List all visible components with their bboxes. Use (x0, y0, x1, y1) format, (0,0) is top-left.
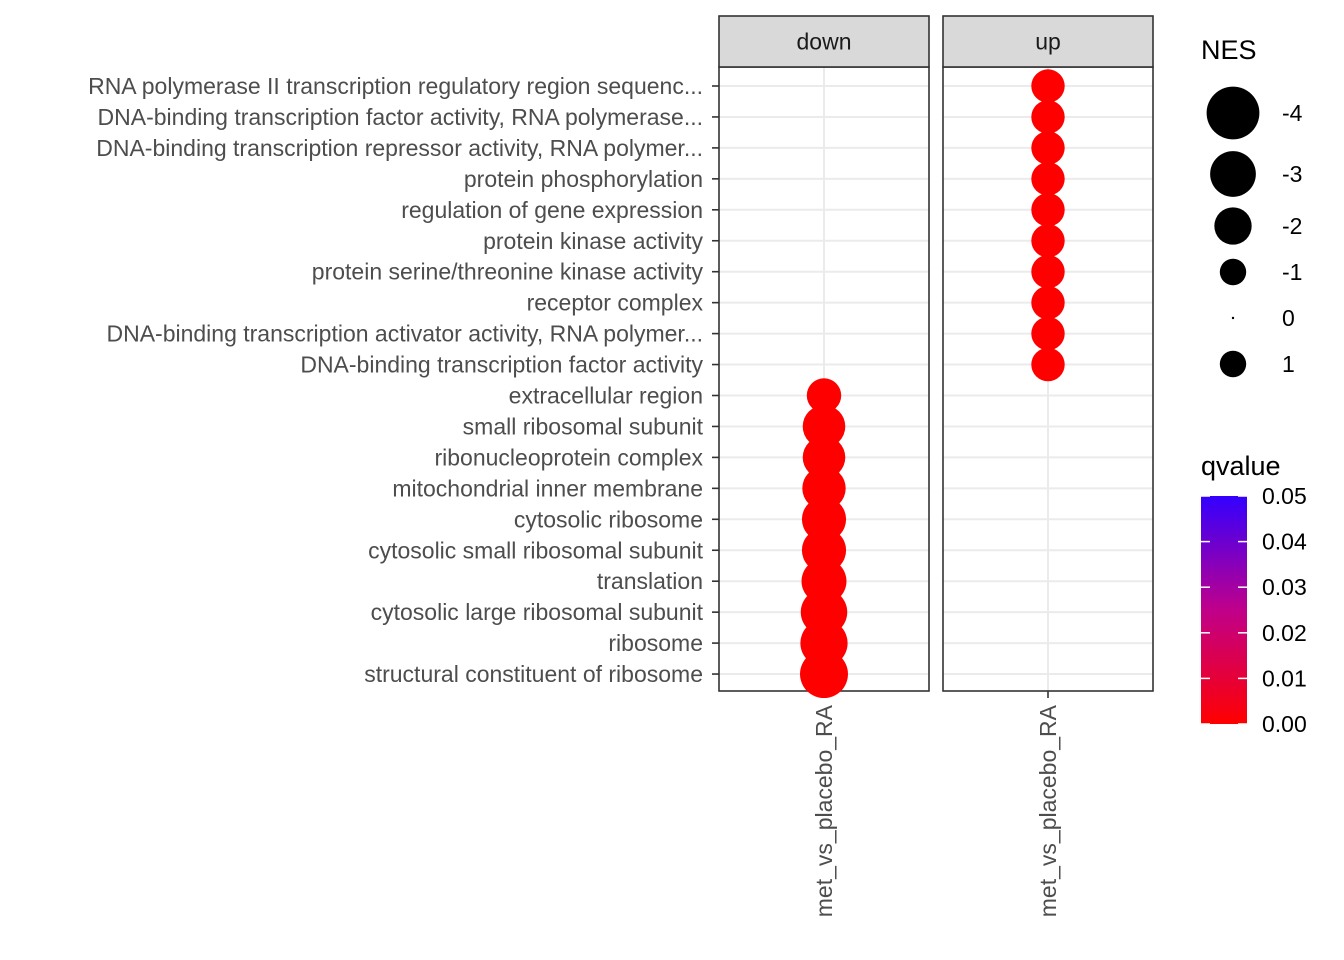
colorbar-tick-label: 0.03 (1262, 574, 1307, 600)
legend-title-qvalue: qvalue (1201, 451, 1281, 481)
legend-size-label: -2 (1282, 213, 1302, 239)
data-point (1031, 100, 1065, 134)
legend-size-label: 1 (1282, 351, 1295, 377)
data-point (806, 378, 842, 413)
data-point (801, 528, 847, 573)
legend-size-key (1219, 350, 1247, 378)
colorbar-tick-label: 0.02 (1262, 620, 1307, 646)
y-tick-label: cytosolic large ribosomal subunit (371, 599, 704, 625)
y-tick-label: regulation of gene expression (401, 197, 703, 223)
y-tick-label: mitochondrial inner membrane (392, 475, 703, 501)
facet-strip-up (942, 15, 1154, 68)
qvalue-colorbar (1201, 496, 1247, 724)
data-point (802, 436, 846, 479)
legend-size-key (1231, 316, 1235, 320)
y-tick-label: extracellular region (509, 383, 703, 409)
legend-size-label: -3 (1282, 161, 1302, 187)
y-tick-label: translation (597, 568, 703, 594)
data-point (800, 650, 848, 699)
y-tick-label: receptor complex (527, 290, 704, 316)
x-axis: met_vs_placebo_RA met_vs_placebo_RA (811, 691, 1061, 917)
facet-label-up: up (1035, 29, 1061, 55)
data-point (1031, 69, 1065, 103)
y-tick-label: RNA polymerase II transcription regulato… (88, 73, 703, 99)
facet-panels: down up (718, 15, 1154, 692)
y-tick-label: DNA-binding transcription factor activit… (300, 352, 703, 378)
data-point (1031, 285, 1065, 320)
y-tick-label: protein phosphorylation (464, 166, 703, 192)
y-tick-label: protein kinase activity (483, 228, 703, 254)
data-point (802, 405, 846, 448)
legend-size-key (1210, 151, 1256, 197)
legend-title-nes: NES (1201, 35, 1257, 65)
x-tick-label: met_vs_placebo_RA (811, 704, 837, 917)
data-point (1031, 162, 1065, 196)
legend-size-label: -4 (1282, 100, 1303, 126)
y-tick-label: protein serine/threonine kinase activity (312, 259, 704, 285)
legend-size-key (1214, 207, 1252, 245)
y-tick-label: DNA-binding transcription repressor acti… (96, 135, 703, 161)
y-tick-label: DNA-binding transcription activator acti… (106, 321, 703, 347)
colorbar-tick-label: 0.04 (1262, 529, 1307, 555)
points-layer (800, 69, 1065, 699)
data-point (1031, 316, 1065, 351)
data-point (801, 497, 847, 542)
y-tick-label: ribonucleoprotein complex (435, 444, 704, 470)
nes-size-legend: NES -4 -3 -2 -1 0 1 (1201, 35, 1303, 378)
y-tick-label: cytosolic ribosome (514, 506, 703, 532)
data-point (1031, 224, 1065, 258)
data-point (1031, 255, 1065, 289)
data-point (802, 466, 846, 511)
legend-size-label: -1 (1282, 259, 1302, 285)
data-point (1031, 131, 1065, 165)
y-tick-label: cytosolic small ribosomal subunit (368, 537, 704, 563)
x-tick-label: met_vs_placebo_RA (1035, 704, 1061, 917)
legend-size-label: 0 (1282, 305, 1295, 331)
legend-size-key (1206, 86, 1260, 140)
legend-size-key (1219, 258, 1247, 286)
y-tick-label: small ribosomal subunit (463, 413, 704, 439)
colorbar-tick-label: 0.01 (1262, 665, 1307, 691)
colorbar-tick-label: 0.00 (1262, 711, 1307, 737)
y-tick-label: structural constituent of ribosome (364, 661, 703, 687)
facet-label-down: down (797, 29, 852, 55)
data-point (1031, 347, 1065, 382)
y-axis: RNA polymerase II transcription regulato… (88, 73, 719, 687)
data-point (1031, 193, 1065, 227)
colorbar-tick-label: 0.05 (1262, 483, 1307, 509)
facet-strip-down (718, 15, 930, 68)
y-tick-label: DNA-binding transcription factor activit… (98, 104, 703, 130)
y-tick-label: ribosome (608, 630, 703, 656)
